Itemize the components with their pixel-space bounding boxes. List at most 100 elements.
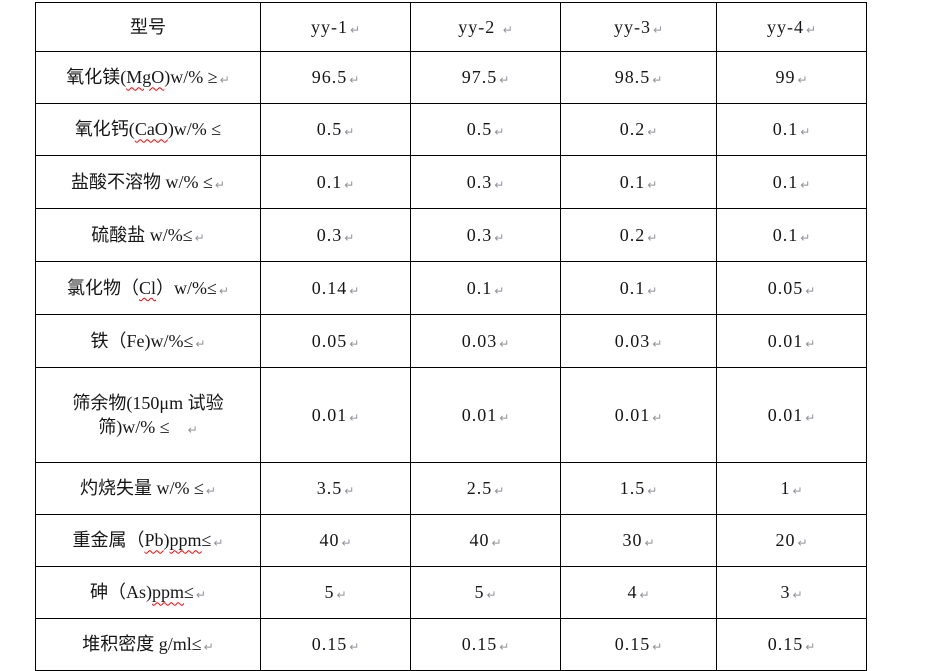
- cell-value: 3.5: [316, 478, 343, 499]
- label-text: 铁（Fe)w/%≤: [90, 330, 194, 351]
- return-mark-icon: ↵: [647, 177, 658, 192]
- value-cell: 20 ↵: [716, 514, 867, 567]
- return-mark-icon: ↵: [494, 230, 505, 245]
- value-cell: 0.15 ↵: [560, 618, 717, 671]
- header-cell-model-label: 型号: [35, 2, 261, 52]
- value-cell: 0.2 ↵: [560, 103, 717, 156]
- value-cell: 2.5 ↵: [410, 462, 561, 515]
- value-cell: 0.2 ↵: [560, 208, 717, 262]
- return-mark-icon: ↵: [652, 336, 663, 351]
- return-mark-icon: ↵: [213, 536, 224, 551]
- label-text: ≤: [201, 530, 212, 551]
- row-label-cell: 砷（As)ppm≤ ↵: [35, 566, 261, 619]
- return-mark-icon: ↵: [792, 484, 803, 499]
- value-cell: 97.5 ↵: [410, 51, 561, 104]
- value-cell: 30 ↵: [560, 514, 717, 567]
- spec-table: 型号 yy-1 ↵ yy-2 ↵ yy-3 ↵ yy-4 ↵ 氧化镁(MgO)w/% ≥ ↵ 96.…: [35, 2, 867, 671]
- label-text: 筛余物(150μm 试验: [72, 392, 224, 413]
- label-text: 盐酸不溶物 w/% ≤: [71, 171, 213, 192]
- cell-value: 0.1: [316, 171, 343, 192]
- return-mark-icon: ↵: [218, 283, 229, 298]
- table-row: 氯化物（Cl）w/%≤ ↵ 0.14 ↵ 0.1 ↵ 0.1 ↵ 0.05 ↵: [35, 261, 867, 315]
- label-text: 氯化物（: [67, 277, 140, 298]
- return-mark-icon: ↵: [805, 22, 817, 37]
- return-mark-icon: ↵: [644, 536, 655, 551]
- model-column-title: 型号: [130, 16, 166, 37]
- value-cell: 0.01 ↵: [260, 367, 411, 463]
- return-mark-icon: ↵: [639, 588, 650, 603]
- label-text: 砷（As): [90, 582, 153, 603]
- value-cell: 4 ↵: [560, 566, 717, 619]
- return-mark-icon: ↵: [797, 536, 808, 551]
- table-row: 灼烧失量 w/% ≤ ↵ 3.5 ↵ 2.5 ↵ 1.5 ↵ 1 ↵: [35, 462, 867, 515]
- cell-value: 0.03: [614, 330, 651, 351]
- return-mark-icon: ↵: [349, 73, 360, 88]
- return-mark-icon: ↵: [502, 22, 513, 37]
- value-cell: 0.15 ↵: [260, 618, 411, 671]
- return-mark-icon: ↵: [344, 177, 355, 192]
- cell-value: 0.01: [461, 404, 498, 425]
- return-mark-icon: ↵: [205, 484, 216, 499]
- cell-value: 0.3: [466, 171, 493, 192]
- return-mark-icon: ↵: [499, 640, 510, 655]
- model-name: yy-3: [613, 16, 651, 37]
- cell-value: 0.1: [466, 277, 493, 298]
- model-name: yy-2: [458, 16, 501, 37]
- return-mark-icon: ↵: [349, 640, 360, 655]
- return-mark-icon: ↵: [647, 484, 658, 499]
- cell-value: 5: [324, 582, 335, 603]
- return-mark-icon: ↵: [214, 177, 225, 192]
- header-cell-model: yy-2 ↵: [410, 2, 561, 52]
- cell-value: 0.14: [311, 277, 348, 298]
- label-text: )w/% ≤: [167, 119, 222, 140]
- cell-value: 4: [627, 582, 638, 603]
- cell-value: 0.5: [466, 119, 493, 140]
- cell-value: 0.5: [316, 119, 343, 140]
- value-cell: 0.3 ↵: [410, 208, 561, 262]
- cell-value: 0.01: [311, 404, 348, 425]
- return-mark-icon: ↵: [792, 588, 803, 603]
- value-cell: 0.01 ↵: [716, 314, 867, 368]
- return-mark-icon: ↵: [349, 22, 361, 37]
- return-mark-icon: ↵: [187, 423, 198, 437]
- label-text: ): [163, 530, 170, 551]
- value-cell: 1 ↵: [716, 462, 867, 515]
- return-mark-icon: ↵: [800, 125, 811, 140]
- return-mark-icon: ↵: [494, 283, 505, 298]
- cell-value: 97.5: [461, 67, 498, 88]
- value-cell: 1.5 ↵: [560, 462, 717, 515]
- row-label-cell: 氧化钙(CaO)w/% ≤: [35, 103, 261, 156]
- return-mark-icon: ↵: [341, 536, 352, 551]
- misspelled-text: ppm: [169, 530, 202, 551]
- return-mark-icon: ↵: [652, 22, 664, 37]
- return-mark-icon: ↵: [203, 640, 214, 655]
- return-mark-icon: ↵: [647, 283, 658, 298]
- cell-value: 3: [780, 582, 791, 603]
- cell-value: 0.1: [772, 224, 799, 245]
- return-mark-icon: ↵: [494, 125, 505, 140]
- table-row: 堆积密度 g/ml≤ ↵ 0.15 ↵ 0.15 ↵ 0.15 ↵ 0.15 ↵: [35, 618, 867, 671]
- cell-value: 30: [622, 530, 643, 551]
- value-cell: 0.14 ↵: [260, 261, 411, 315]
- cell-value: 40: [469, 530, 490, 551]
- cell-value: 0.3: [316, 224, 343, 245]
- row-label-cell: 盐酸不溶物 w/% ≤ ↵: [35, 155, 261, 209]
- return-mark-icon: ↵: [486, 588, 497, 603]
- label-text: ）w/%≤: [156, 277, 217, 298]
- value-cell: 0.01 ↵: [410, 367, 561, 463]
- row-label-cell: 堆积密度 g/ml≤ ↵: [35, 618, 261, 671]
- value-cell: 0.01 ↵: [560, 367, 717, 463]
- row-label-cell: 氯化物（Cl）w/%≤ ↵: [35, 261, 261, 315]
- cell-value: 0.15: [461, 634, 498, 655]
- model-name: yy-1: [310, 16, 348, 37]
- value-cell: 3 ↵: [716, 566, 867, 619]
- value-cell: 0.03 ↵: [410, 314, 561, 368]
- return-mark-icon: ↵: [491, 536, 502, 551]
- return-mark-icon: ↵: [494, 484, 505, 499]
- cell-value: 1.5: [619, 478, 646, 499]
- value-cell: 0.1 ↵: [716, 155, 867, 209]
- value-cell: 0.15 ↵: [716, 618, 867, 671]
- return-mark-icon: ↵: [652, 73, 663, 88]
- row-label-cell: 灼烧失量 w/% ≤ ↵: [35, 462, 261, 515]
